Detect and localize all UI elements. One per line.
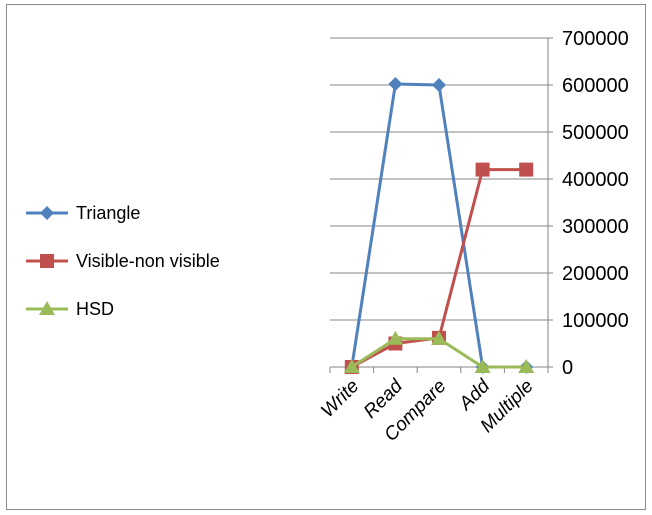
data-point-marker (475, 162, 490, 177)
data-point-marker (431, 330, 447, 345)
data-point-marker (40, 206, 54, 220)
y-tick-label: 200000 (562, 263, 629, 285)
y-tick-label: 700000 (562, 28, 629, 50)
y-tick-label: 300000 (562, 216, 629, 238)
legend-label: Visible-non visible (76, 251, 220, 271)
legend-entry: Visible-non visible (26, 251, 220, 271)
data-point-marker (39, 301, 55, 315)
y-tick-label: 100000 (562, 310, 629, 332)
data-point-marker (343, 359, 360, 373)
y-tick-label: 500000 (562, 122, 629, 144)
y-tick-label: 600000 (562, 75, 629, 97)
data-point-marker (519, 162, 534, 177)
legend-entry: Triangle (26, 203, 140, 223)
data-point-marker (388, 77, 403, 92)
data-point-marker (518, 359, 535, 373)
chart-frame (6, 4, 646, 510)
legend: Triangle Visible-non visible HSD (26, 203, 220, 319)
data-point-marker (387, 330, 404, 345)
y-tick-label: 400000 (562, 169, 629, 191)
legend-label: HSD (76, 299, 114, 319)
legend-label: Triangle (76, 203, 140, 223)
data-point-marker (40, 254, 54, 268)
data-point-marker (474, 359, 491, 373)
x-category-label: Write (317, 376, 363, 422)
data-point-marker (432, 78, 446, 92)
series-lines (343, 77, 535, 374)
y-tick-label: 0 (562, 357, 573, 379)
y-tick-labels: 0 100000 200000 300000 400000 500000 600000 700… (562, 28, 629, 379)
series-hsd (343, 330, 535, 373)
legend-entry: HSD (26, 299, 114, 319)
